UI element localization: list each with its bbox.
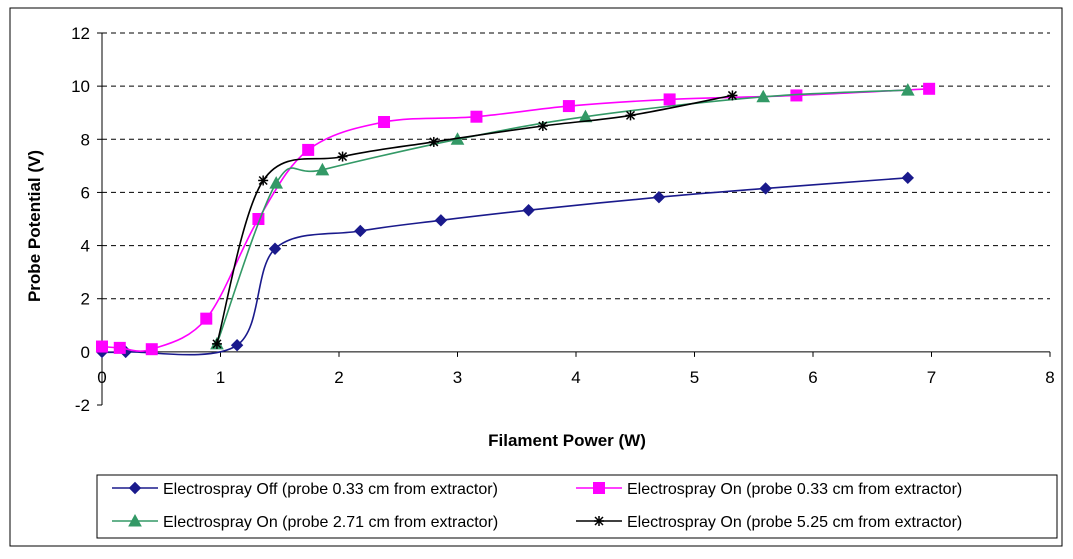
- y-tick-label: 8: [81, 130, 90, 149]
- legend-swatch-marker: [128, 513, 142, 527]
- y-tick-label: 6: [81, 183, 90, 202]
- series-layer: [95, 82, 936, 359]
- x-tick-label: 3: [453, 368, 462, 387]
- grid-layer: [102, 32, 1050, 300]
- data-point: [230, 339, 244, 352]
- data-point: [200, 312, 213, 325]
- series-4: [211, 90, 738, 349]
- series-line: [101, 177, 908, 356]
- data-point: [211, 338, 222, 349]
- data-point: [923, 82, 936, 95]
- data-point: [268, 242, 282, 255]
- legend: Electrospray Off (probe 0.33 cm from ext…: [96, 474, 1058, 539]
- x-tick-label: 0: [97, 368, 106, 387]
- legend-label: Electrospray On (probe 5.25 cm from extr…: [627, 514, 962, 531]
- legend-box: [96, 474, 1058, 539]
- legend-label: Electrospray Off (probe 0.33 cm from ext…: [163, 481, 498, 498]
- chart-area-border: [9, 7, 1063, 547]
- data-point: [315, 162, 330, 176]
- data-point: [378, 116, 391, 129]
- legend-item-4: Electrospray On (probe 5.25 cm from extr…: [576, 514, 962, 531]
- data-point: [625, 110, 636, 121]
- data-point: [562, 100, 575, 113]
- data-point: [337, 151, 348, 162]
- star-stroke: [429, 137, 439, 147]
- legend-swatch-marker: [594, 516, 604, 526]
- data-point: [269, 176, 284, 189]
- y-tick-label: 0: [81, 343, 90, 362]
- star-stroke: [338, 152, 348, 162]
- x-tick-label: 1: [216, 368, 225, 387]
- y-tick-label: 12: [71, 24, 90, 43]
- x-tick-label: 5: [690, 368, 699, 387]
- y-tick-label: -2: [75, 396, 90, 415]
- legend-item-1: Electrospray Off (probe 0.33 cm from ext…: [112, 481, 498, 498]
- y-tick-label: 2: [81, 290, 90, 309]
- y-axis-title: Probe Potential (V): [25, 150, 44, 302]
- legend-swatch-marker: [128, 481, 142, 495]
- data-point: [434, 214, 448, 227]
- data-point: [258, 175, 269, 186]
- star-stroke: [258, 175, 268, 186]
- data-point: [652, 191, 666, 204]
- data-point: [663, 93, 676, 106]
- data-point: [522, 204, 535, 217]
- x-tick-label: 7: [927, 368, 936, 387]
- legend-label: Electrospray On (probe 0.33 cm from extr…: [627, 481, 962, 498]
- x-tick-label: 4: [571, 368, 580, 387]
- x-tick-label: 2: [334, 368, 343, 387]
- data-point: [537, 121, 548, 131]
- star-stroke: [727, 90, 737, 100]
- data-point: [354, 224, 367, 238]
- y-tick-label: 4: [81, 237, 90, 256]
- x-axis-title: Filament Power (W): [488, 431, 646, 450]
- data-point: [428, 136, 439, 147]
- data-point: [470, 110, 483, 123]
- x-tick-label: 6: [808, 368, 817, 387]
- data-point: [113, 341, 126, 354]
- legend-swatch-marker: [593, 482, 605, 494]
- y-tick-label: 10: [71, 77, 90, 96]
- star-stroke: [594, 516, 604, 526]
- legend-label: Electrospray On (probe 2.71 cm from extr…: [163, 514, 498, 531]
- data-point: [756, 89, 771, 103]
- data-point: [727, 90, 738, 101]
- data-point: [900, 83, 915, 96]
- data-point: [96, 340, 108, 353]
- star-stroke: [538, 121, 548, 131]
- data-point: [759, 182, 772, 195]
- legend-item-3: Electrospray On (probe 2.71 cm from extr…: [112, 513, 498, 531]
- star-stroke: [212, 339, 222, 349]
- data-point: [302, 143, 315, 156]
- data-point: [145, 343, 158, 356]
- x-tick-label: 8: [1045, 368, 1054, 387]
- data-point: [901, 171, 915, 185]
- legend-item-2: Electrospray On (probe 0.33 cm from extr…: [576, 481, 962, 498]
- star-stroke: [625, 110, 636, 120]
- series-1: [95, 171, 915, 359]
